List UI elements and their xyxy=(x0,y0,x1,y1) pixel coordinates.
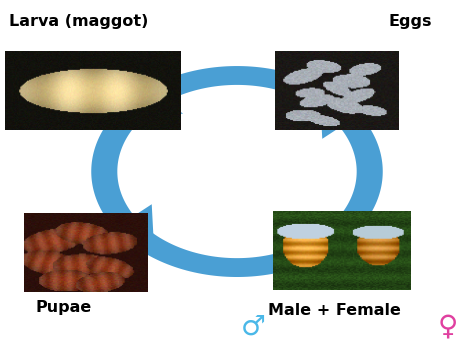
Text: ♀: ♀ xyxy=(438,312,458,340)
Text: Male + Female: Male + Female xyxy=(268,303,401,318)
Text: Eggs: Eggs xyxy=(389,14,432,29)
PathPatch shape xyxy=(91,101,148,242)
Text: Pupae: Pupae xyxy=(36,300,92,315)
PathPatch shape xyxy=(326,101,383,242)
PathPatch shape xyxy=(123,76,183,120)
PathPatch shape xyxy=(128,66,346,113)
PathPatch shape xyxy=(93,204,154,248)
PathPatch shape xyxy=(128,229,346,277)
Text: ♂: ♂ xyxy=(241,312,266,340)
PathPatch shape xyxy=(320,95,381,139)
Text: Larva (maggot): Larva (maggot) xyxy=(9,14,149,29)
PathPatch shape xyxy=(291,223,351,267)
